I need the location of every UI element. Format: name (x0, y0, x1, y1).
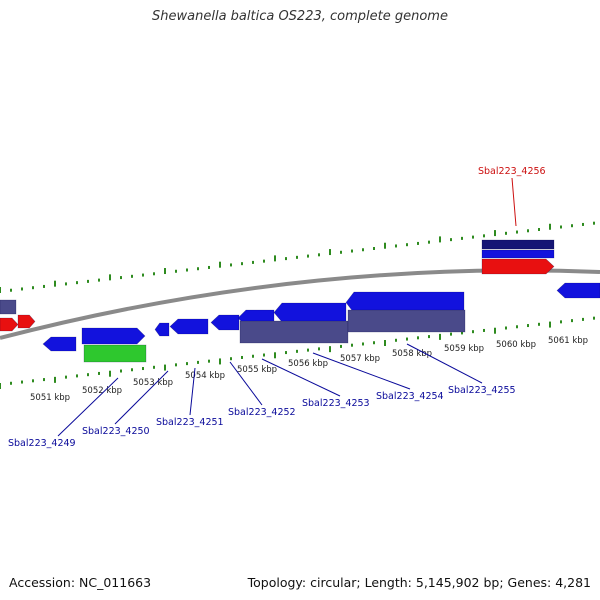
gene-labels[interactable]: Sbal223_4249 Sbal223_4250 Sbal223_4251 Sbal… (8, 166, 546, 449)
kbp-label: 5053 kbp (133, 378, 173, 388)
gene-feature-purple[interactable] (347, 309, 466, 333)
outer-tick-ring (0, 221, 595, 293)
gene-label[interactable]: Sbal223_4255 (448, 385, 516, 396)
gene-label[interactable]: Sbal223_4251 (156, 417, 224, 428)
kbp-label: 5058 kbp (392, 349, 432, 359)
kbp-label: 5061 kbp (548, 336, 588, 346)
gene-feature-green[interactable] (83, 344, 147, 363)
kbp-label: 5052 kbp (82, 386, 122, 396)
kbp-label: 5056 kbp (288, 359, 328, 369)
gene-feature[interactable] (556, 282, 600, 299)
gene-feature-navy[interactable] (481, 239, 555, 250)
gene-feature-sbal223-4250[interactable] (81, 327, 146, 345)
gene-feature-sbal223-4256[interactable] (481, 258, 555, 275)
kbp-label: 5057 kbp (340, 354, 380, 364)
map-title: Shewanella baltica OS223, complete genom… (152, 9, 448, 24)
gene-feature[interactable] (0, 317, 19, 332)
gene-label[interactable]: Sbal223_4250 (82, 426, 150, 437)
gene-feature-sbal223-4252[interactable] (169, 318, 209, 335)
gene-features[interactable] (0, 239, 600, 363)
gene-label-leader (189, 367, 196, 416)
gene-label-leader (312, 352, 411, 390)
kbp-label: 5054 kbp (185, 371, 225, 381)
gene-label[interactable]: Sbal223_4254 (376, 391, 444, 402)
gene-label-leader (114, 370, 169, 425)
kbp-label: 5060 kbp (496, 340, 536, 350)
gene-feature[interactable] (210, 314, 240, 331)
gene-label-leader (511, 177, 517, 227)
gene-label-leader (261, 358, 341, 397)
inner-tick-ring (0, 316, 595, 389)
gene-label-leader (57, 377, 119, 437)
gene-feature-sbal223-4254[interactable] (273, 302, 347, 323)
kbp-label: 5051 kbp (30, 393, 70, 403)
gene-feature[interactable] (17, 314, 36, 329)
gene-feature-sbal223-4251[interactable] (154, 322, 170, 337)
gene-label[interactable]: Sbal223_4249 (8, 438, 76, 449)
gene-feature-sbal223-4249[interactable] (42, 336, 77, 352)
kbp-scale-labels: 5051 kbp 5052 kbp 5053 kbp 5054 kbp 5055 kbp… (30, 336, 588, 403)
gene-label[interactable]: Sbal223_4252 (228, 407, 296, 418)
kbp-label: 5055 kbp (237, 365, 277, 375)
gene-label-leader (229, 361, 263, 406)
gene-label[interactable]: Sbal223_4253 (302, 398, 370, 409)
kbp-label: 5059 kbp (444, 344, 484, 354)
accession-text: Accession: NC_011663 (9, 575, 152, 590)
gene-label[interactable]: Sbal223_4256 (478, 166, 546, 177)
gene-feature[interactable] (481, 249, 555, 259)
gene-feature[interactable] (0, 299, 17, 315)
gene-feature-purple[interactable] (239, 320, 349, 344)
gene-label-leader (406, 343, 483, 384)
genome-summary-text: Topology: circular; Length: 5,145,902 bp… (247, 575, 591, 590)
